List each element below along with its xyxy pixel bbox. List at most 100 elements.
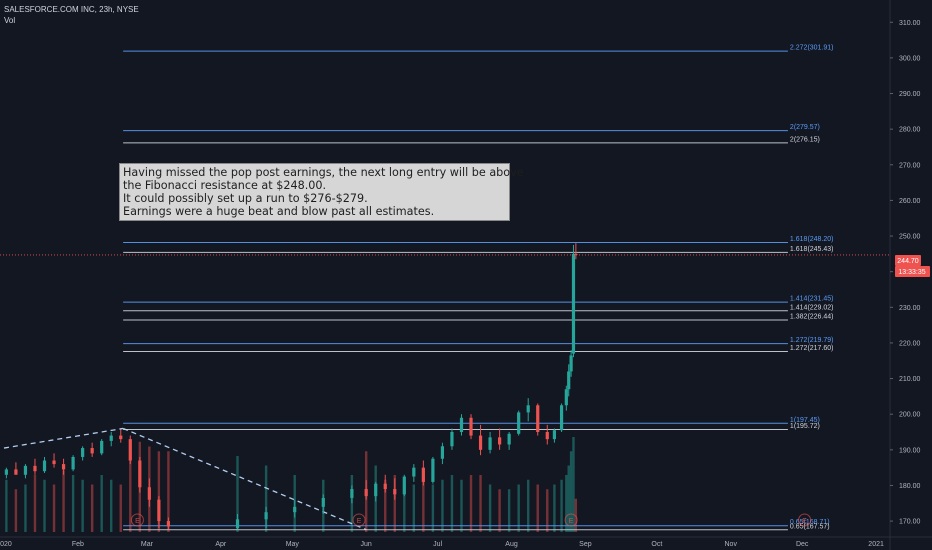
- volume-indicator-label[interactable]: Vol: [4, 16, 16, 25]
- volume-bar: [527, 479, 530, 532]
- volume-bar: [431, 484, 435, 532]
- candle-body: [450, 432, 454, 447]
- candle-body: [469, 417, 473, 436]
- y-tick-label: 210.00: [899, 376, 921, 383]
- candle-body: [440, 446, 445, 459]
- x-tick-label: Oct: [651, 541, 662, 548]
- x-tick-label: May: [286, 541, 300, 548]
- countdown-timer: 13:33:35: [898, 269, 925, 276]
- volume-bar: [157, 451, 161, 532]
- candle-body: [4, 469, 8, 475]
- candle-body: [545, 432, 549, 440]
- volume-bar: [460, 479, 463, 532]
- y-tick-label: 270.00: [899, 162, 921, 169]
- volume-bar: [572, 437, 575, 532]
- volume-bar: [71, 475, 75, 532]
- earnings-marker-circle: [352, 513, 366, 527]
- symbol-title: SALESFORCE.COM INC, 23h, NYSE: [4, 5, 139, 14]
- volume-bar: [167, 451, 170, 532]
- volume-bar: [498, 489, 501, 532]
- x-tick-label: Feb: [72, 541, 84, 548]
- candle-body: [517, 412, 521, 434]
- earnings-marker-label: E: [135, 518, 140, 525]
- volume-bar: [479, 475, 482, 532]
- candle-body: [166, 521, 171, 527]
- candle-body: [571, 253, 576, 354]
- y-tick-label: 310.00: [899, 20, 921, 27]
- candle-body: [33, 465, 37, 472]
- candle-body: [52, 460, 56, 465]
- candle-body: [128, 439, 132, 461]
- fib-level-label: 1.618(248.20): [790, 236, 834, 243]
- volume-bar: [33, 475, 37, 532]
- volume-bar: [565, 475, 568, 532]
- candle-body: [61, 464, 66, 470]
- volume-bar: [14, 489, 18, 532]
- fib-level-label: 1.382(226.44): [790, 313, 834, 320]
- earnings-marker-circle: [564, 513, 578, 527]
- x-tick-label: 2020: [0, 541, 12, 548]
- candle-body: [138, 460, 142, 488]
- volume-bar: [119, 484, 122, 532]
- fib-level-label: 2.272(301.91): [790, 45, 834, 52]
- candle-body: [147, 487, 151, 500]
- trend-line: [3, 427, 124, 449]
- earnings-marker-label: E: [802, 518, 807, 525]
- volume-bar: [52, 484, 56, 532]
- y-tick-label: 250.00: [899, 234, 921, 241]
- y-tick-label: 280.00: [899, 127, 921, 134]
- candle-body: [498, 437, 502, 445]
- price-tag-value: 244.70: [897, 258, 919, 265]
- y-tick-label: 220.00: [899, 340, 921, 347]
- fib-level-label: 1.618(245.43): [790, 246, 834, 253]
- volume-bar: [422, 479, 425, 532]
- candle-body: [350, 489, 354, 498]
- candle-body: [23, 465, 28, 475]
- candle-body: [109, 435, 113, 441]
- earnings-marker-label: E: [357, 518, 362, 525]
- volume-bar: [43, 479, 46, 532]
- volume-bar: [450, 475, 454, 532]
- candle-body: [488, 437, 492, 450]
- x-tick-label: Jul: [433, 541, 442, 548]
- y-tick-label: 190.00: [899, 447, 921, 454]
- volume-bar: [488, 484, 492, 532]
- volume-bar: [469, 475, 473, 532]
- annotation-note[interactable]: Having missed the pop post earnings, the…: [119, 163, 524, 221]
- candle-body: [81, 448, 85, 457]
- current-price-tag: 244.70 13:33:35: [895, 255, 930, 277]
- price-tag-background: [895, 255, 921, 266]
- volume-bar: [560, 479, 563, 532]
- candle-body: [567, 371, 571, 390]
- note-line: Having missed the pop post earnings, the…: [123, 166, 524, 179]
- candle-body: [42, 460, 47, 472]
- volume-bar: [110, 479, 113, 532]
- countdown-tag-background: [895, 266, 930, 277]
- volume-bar: [412, 484, 416, 532]
- candle-body: [412, 467, 416, 477]
- volume-bar: [441, 479, 444, 532]
- trend-lines: [3, 427, 367, 531]
- fib-level-label: 1.272(219.79): [790, 337, 834, 344]
- earnings-marker-circle: [130, 513, 144, 527]
- volume-bar: [81, 479, 84, 532]
- note-line: Earnings were a huge beat and blow past …: [123, 205, 435, 218]
- y-tick-label: 290.00: [899, 91, 921, 98]
- candle-body: [402, 476, 406, 495]
- candle-body: [559, 405, 564, 431]
- candle-body: [71, 456, 75, 470]
- y-tick-label: 170.00: [899, 519, 921, 526]
- y-tick-label: 300.00: [899, 55, 921, 62]
- volume-bar: [536, 484, 539, 532]
- candle-body: [574, 253, 578, 255]
- candle-body: [235, 519, 240, 529]
- volume-bar: [393, 475, 396, 532]
- volume-bar: [574, 498, 578, 532]
- fib-level-label: 2(276.15): [790, 136, 820, 143]
- volume-bar: [350, 475, 354, 532]
- volume-bar: [507, 489, 511, 532]
